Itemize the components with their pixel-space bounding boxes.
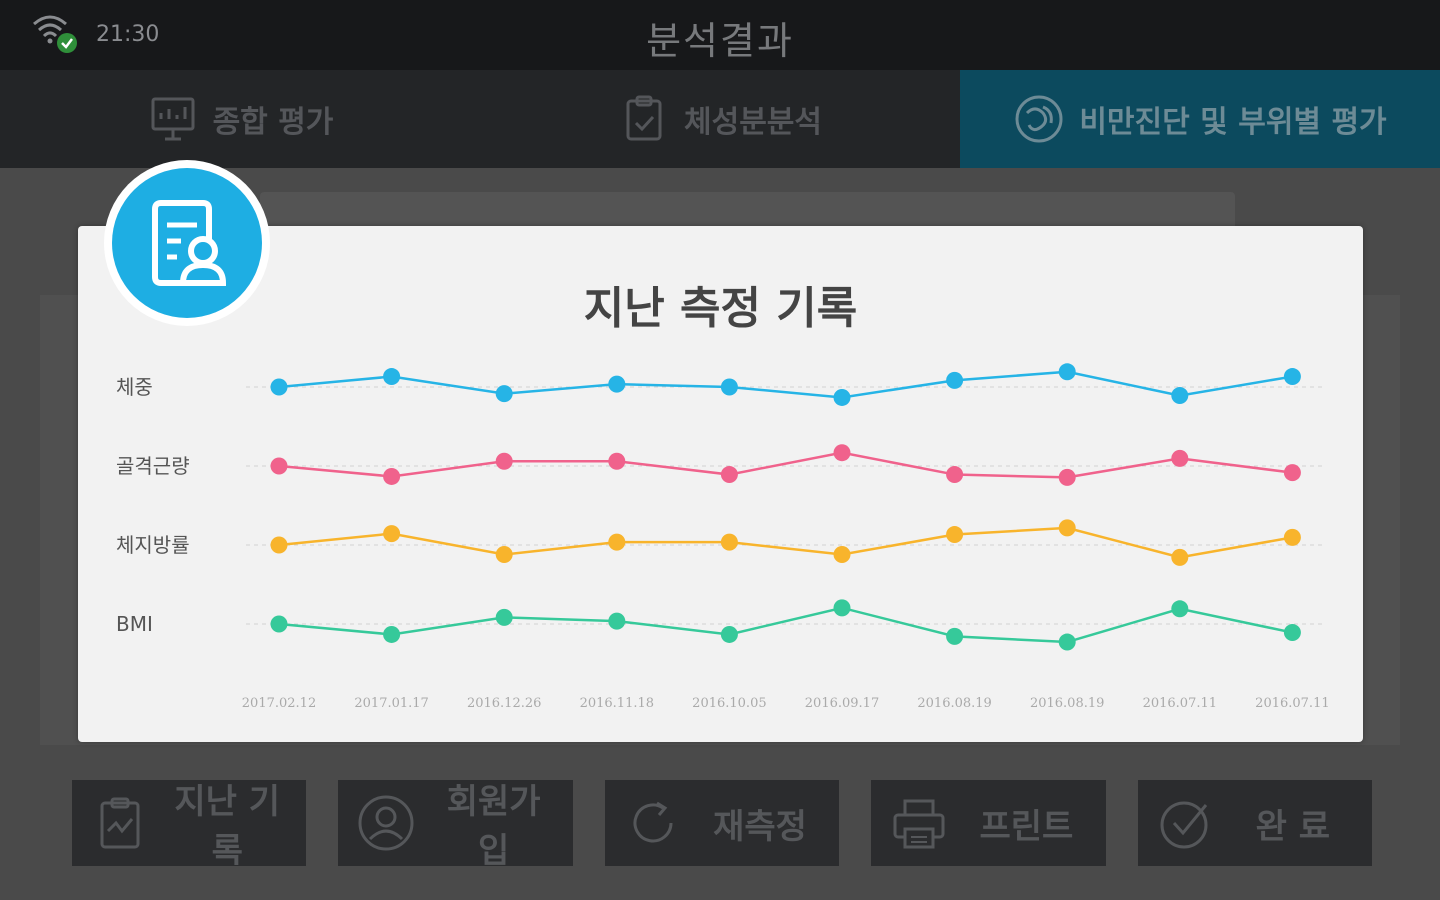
- data-point: [946, 526, 964, 544]
- data-point: [608, 375, 626, 393]
- data-point: [946, 466, 964, 484]
- history-button[interactable]: 지난 기록: [72, 780, 307, 871]
- data-point: [383, 625, 401, 643]
- data-point: [1058, 468, 1076, 486]
- refresh-icon: [633, 801, 673, 843]
- done-button[interactable]: 완 료: [1137, 780, 1373, 866]
- modal-title: 지난 측정 기록: [583, 283, 858, 334]
- data-point: [383, 368, 401, 386]
- data-point: [1171, 449, 1189, 467]
- data-point: [720, 466, 738, 484]
- data-point: [1283, 368, 1301, 386]
- data-point: [495, 385, 513, 403]
- clock: 21:30: [96, 22, 160, 47]
- data-point: [608, 533, 626, 551]
- data-point: [1171, 600, 1189, 618]
- tab-body-composition[interactable]: 체성분분석: [480, 70, 960, 168]
- data-point: [383, 525, 401, 543]
- series-line: [278, 606, 1293, 644]
- done-button-label: 완 료: [1255, 806, 1331, 847]
- series-label: BMI: [116, 612, 153, 636]
- series-line: [278, 451, 1293, 479]
- x-tick-label: 2016.12.26: [467, 696, 541, 711]
- tab-overall-label: 종합 평가: [212, 105, 334, 140]
- data-point: [1171, 387, 1189, 405]
- tab-obesity-segment-label: 비만진단 및 부위별 평가: [1079, 105, 1387, 140]
- data-point: [833, 599, 851, 617]
- print-button-label: 프린트: [979, 806, 1074, 847]
- data-point: [1058, 519, 1076, 537]
- data-point: [720, 625, 738, 643]
- series-line: [278, 526, 1293, 559]
- app-title: 분석결과: [646, 19, 794, 63]
- printer-icon: [893, 799, 945, 849]
- series-label: 골격근량: [116, 454, 190, 478]
- print-button[interactable]: 프린트: [871, 780, 1106, 866]
- presentation-icon: [151, 97, 195, 141]
- x-tick-label: 2016.07.11: [1255, 696, 1329, 711]
- data-point: [946, 371, 964, 389]
- data-point: [833, 546, 851, 563]
- profile-document-icon: [152, 200, 227, 286]
- x-tick-label: 2017.01.17: [354, 696, 428, 711]
- data-point: [1283, 528, 1301, 546]
- data-point: [608, 452, 626, 470]
- clipboard-chart-icon: [100, 797, 140, 849]
- modal-badge: [104, 160, 270, 326]
- bottom-button-bar: 지난 기록 회원가입 재측정 프린트 완 료: [72, 780, 1373, 871]
- tab-obesity-segment[interactable]: 비만진단 및 부위별 평가: [960, 70, 1440, 168]
- member-info-bar: [260, 192, 1235, 232]
- clipboard-icon: [626, 95, 662, 141]
- data-point: [1058, 363, 1076, 381]
- data-point: [270, 457, 288, 475]
- tab-overall[interactable]: 종합 평가: [0, 70, 480, 168]
- x-tick-label: 2016.08.19: [917, 696, 991, 711]
- signup-button-label: 회원가입: [446, 782, 541, 871]
- data-point: [1171, 548, 1189, 566]
- data-point: [946, 627, 964, 645]
- tab-body-composition-label: 체성분분석: [684, 105, 822, 140]
- remeasure-button-label: 재측정: [713, 806, 807, 847]
- series-label: 체중: [116, 375, 153, 399]
- status-bar: 21:30 분석결과: [0, 0, 1440, 70]
- data-point: [833, 444, 851, 462]
- data-point: [270, 615, 288, 633]
- data-point: [383, 467, 401, 485]
- data-point: [720, 533, 738, 551]
- data-point: [608, 612, 626, 630]
- x-tick-label: 2016.10.05: [692, 696, 766, 711]
- history-button-label: 지난 기록: [174, 782, 281, 871]
- data-point: [833, 388, 851, 406]
- data-point: [270, 378, 288, 396]
- remeasure-button[interactable]: 재측정: [604, 780, 840, 866]
- data-point: [1283, 624, 1301, 642]
- body-icon: [1015, 95, 1063, 143]
- data-point: [1283, 464, 1301, 482]
- user-icon: [358, 795, 414, 851]
- x-tick-label: 2016.11.18: [580, 696, 654, 711]
- x-tick-label: 2017.02.12: [242, 696, 316, 711]
- data-point: [495, 452, 513, 470]
- x-tick-label: 2016.09.17: [805, 696, 879, 711]
- tab-bar: 종합 평가 체성분분석 비만진단 및 부위별 평가: [0, 70, 1440, 168]
- data-point: [270, 536, 288, 554]
- data-point: [495, 546, 513, 563]
- x-tick-label: 2016.07.11: [1143, 696, 1217, 711]
- wifi-connected-icon: [33, 15, 77, 53]
- signup-button[interactable]: 회원가입: [338, 780, 573, 871]
- x-tick-label: 2016.08.19: [1030, 696, 1104, 711]
- data-point: [495, 608, 513, 626]
- series-label: 체지방률: [116, 533, 190, 557]
- data-point: [1058, 633, 1076, 651]
- check-circle-icon: [1160, 801, 1208, 849]
- series-line: [278, 370, 1293, 399]
- data-point: [720, 378, 738, 396]
